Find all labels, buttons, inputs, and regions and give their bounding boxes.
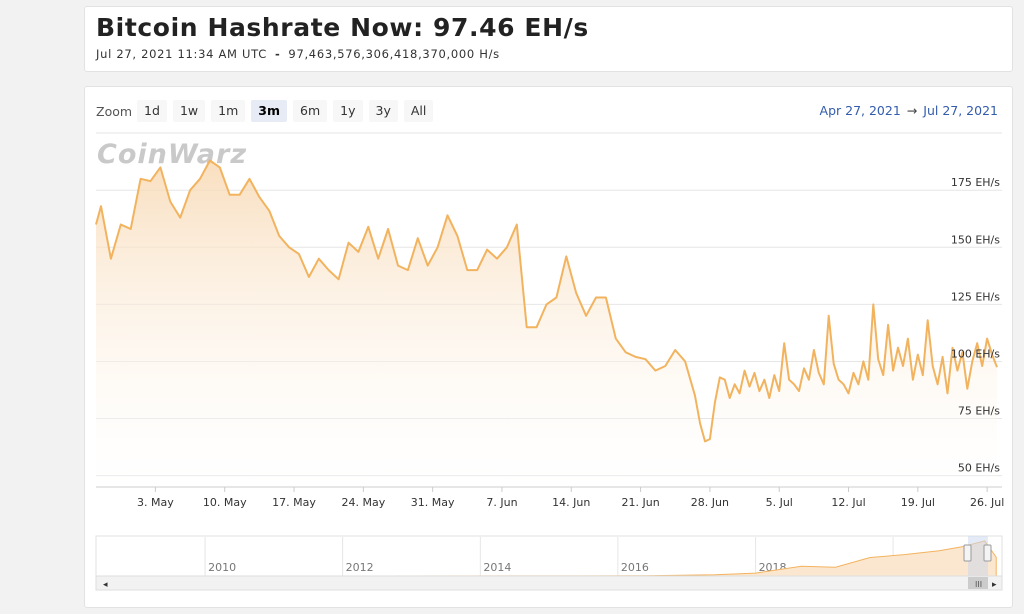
range-from-date[interactable]: Apr 27, 2021 bbox=[819, 103, 901, 118]
navigator-selection[interactable] bbox=[968, 536, 988, 576]
timestamp: Jul 27, 2021 11:34 AM UTC bbox=[96, 47, 267, 61]
hashrate-details: Jul 27, 2021 11:34 AM UTC -97,463,576,306… bbox=[96, 47, 500, 61]
zoom-3m-button[interactable]: 3m bbox=[251, 100, 287, 122]
x-tick-label: 26. Jul bbox=[970, 496, 1004, 509]
zoom-all-button[interactable]: All bbox=[403, 100, 434, 122]
range-to-date[interactable]: Jul 27, 2021 bbox=[923, 103, 998, 118]
zoom-3y-button[interactable]: 3y bbox=[368, 100, 398, 122]
scroll-grip-icon[interactable]: III bbox=[975, 580, 982, 589]
y-tick-label: 150 EH/s bbox=[951, 233, 1000, 246]
x-tick-label: 3. May bbox=[137, 496, 174, 509]
navigator-year-label: 2016 bbox=[621, 561, 649, 574]
navigator-right-handle[interactable] bbox=[983, 544, 992, 562]
hashrate-area bbox=[96, 160, 997, 487]
hashrate-raw: 97,463,576,306,418,370,000 H/s bbox=[288, 47, 500, 61]
scroll-left-icon[interactable]: ◂ bbox=[103, 580, 108, 590]
y-tick-label: 50 EH/s bbox=[958, 462, 1000, 475]
y-tick-label: 125 EH/s bbox=[951, 290, 1000, 303]
watermark: CoinWarz bbox=[97, 139, 247, 170]
x-axis: 3. May 10. May 17. May 24. May 31. May 7. Jun… bbox=[137, 487, 1004, 509]
x-tick-label: 28. Jun bbox=[691, 496, 729, 509]
x-tick-label: 7. Jun bbox=[486, 496, 517, 509]
x-tick-label: 24. May bbox=[341, 496, 385, 509]
zoom-1w-button[interactable]: 1w bbox=[172, 100, 206, 122]
zoom-6m-button[interactable]: 6m bbox=[293, 100, 328, 122]
navigator[interactable]: 201020122014201620182020 ◂ III ▸ bbox=[95, 535, 1003, 591]
x-tick-label: 10. May bbox=[203, 496, 247, 509]
x-tick-label: 12. Jul bbox=[831, 496, 865, 509]
navigator-year-label: 2010 bbox=[208, 561, 236, 574]
page-title: Bitcoin Hashrate Now: 97.46 EH/s bbox=[96, 13, 589, 42]
navigator-scrollbar-track[interactable] bbox=[95, 575, 1003, 591]
x-tick-label: 19. Jul bbox=[901, 496, 935, 509]
date-range: Apr 27, 2021 → Jul 27, 2021 bbox=[820, 103, 998, 118]
zoom-1m-button[interactable]: 1m bbox=[211, 100, 246, 122]
zoom-1d-button[interactable]: 1d bbox=[137, 100, 167, 122]
navigator-year-label: 2012 bbox=[346, 561, 374, 574]
y-tick-label: 175 EH/s bbox=[951, 176, 1000, 189]
navigator-year-label: 2014 bbox=[483, 561, 511, 574]
y-tick-label: 100 EH/s bbox=[951, 347, 1000, 360]
zoom-label: Zoom bbox=[96, 103, 133, 119]
x-tick-label: 5. Jul bbox=[766, 496, 793, 509]
x-tick-label: 21. Jun bbox=[621, 496, 659, 509]
range-selector: Zoom 1d 1w 1m 3m 6m 1y 3y All bbox=[96, 100, 439, 122]
navigator-series bbox=[164, 540, 997, 577]
separator: - bbox=[274, 47, 281, 61]
header-card: Bitcoin Hashrate Now: 97.46 EH/s Jul 27,… bbox=[84, 6, 1013, 72]
scroll-right-icon[interactable]: ▸ bbox=[992, 580, 997, 590]
x-tick-label: 14. Jun bbox=[552, 496, 590, 509]
navigator-left-handle[interactable] bbox=[963, 544, 972, 562]
y-axis: 50 EH/s 75 EH/s 100 EH/s 125 EH/s 150 EH/s 17… bbox=[951, 176, 1000, 474]
x-tick-label: 31. May bbox=[411, 496, 455, 509]
x-tick-label: 17. May bbox=[272, 496, 316, 509]
navigator-scrollbar-thumb[interactable] bbox=[968, 577, 988, 589]
range-arrow: → bbox=[906, 103, 918, 118]
y-tick-label: 75 EH/s bbox=[958, 405, 1000, 418]
zoom-1y-button[interactable]: 1y bbox=[333, 100, 363, 122]
hashrate-line bbox=[95, 159, 998, 443]
watermark-logo: CoinWarz bbox=[97, 139, 247, 170]
